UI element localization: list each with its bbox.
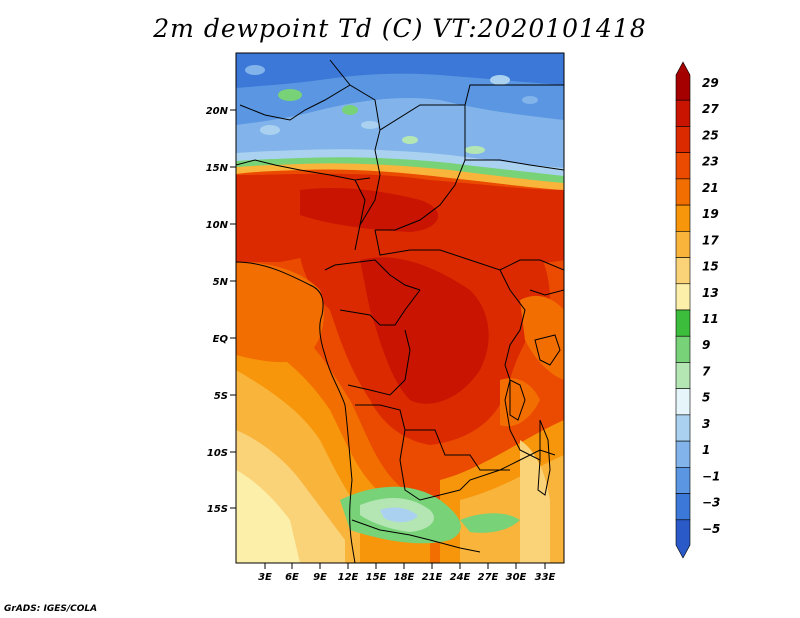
lon-tick-label: 12E	[338, 572, 359, 583]
colorbar-label: 19	[702, 207, 719, 221]
lat-tick-label: 15N	[206, 163, 229, 174]
map-frame	[235, 52, 565, 564]
colorbar-swatch	[675, 414, 691, 442]
colorbar-label: 15	[702, 260, 719, 274]
colorbar-label: 7	[702, 364, 711, 378]
colorbar-label: 17	[702, 233, 719, 247]
lat-tick-label: 5N	[213, 277, 229, 288]
colorbar-swatch	[675, 362, 691, 389]
colorbar-swatch	[675, 309, 691, 337]
colorbar-swatch	[675, 61, 691, 101]
colorbar-label: 13	[702, 286, 719, 300]
colorbar-label: −5	[702, 522, 720, 536]
dewpoint-field	[236, 53, 564, 563]
colorbar-label: 23	[702, 155, 719, 169]
lat-tick-label: 15S	[207, 504, 228, 515]
lon-tick-label: 6E	[285, 572, 299, 583]
colorbar-swatch	[675, 467, 691, 494]
colorbar-label: 25	[702, 128, 719, 142]
lon-axis: 3E 6E 9E 12E 15E 18E 21E 24E 27E 30E 33E	[258, 563, 556, 583]
colorbar-swatch	[675, 257, 691, 285]
colorbar: 29 27 25 23 21 19 17 15 13 11 9 7 5 3 1 −1 −3 −5	[675, 61, 720, 559]
colorbar-label: −1	[702, 469, 720, 483]
map-title: 2m dewpoint Td (C) VT:2020101418	[153, 14, 647, 43]
grads-credit: GrADS: IGES/COLA	[4, 604, 98, 614]
colorbar-label: 27	[702, 102, 719, 116]
colorbar-swatch	[675, 519, 691, 559]
lat-tick-label: 20N	[206, 106, 229, 117]
lon-tick-label: 24E	[450, 572, 471, 583]
colorbar-swatch	[675, 152, 691, 180]
lon-tick-label: 3E	[258, 572, 272, 583]
colorbar-label: 21	[702, 181, 719, 195]
lon-tick-label: 9E	[313, 572, 327, 583]
colorbar-label: 5	[702, 391, 710, 405]
colorbar-label: −3	[702, 496, 720, 510]
colorbar-swatch	[675, 204, 691, 232]
lat-tick-label: 10N	[206, 220, 229, 231]
lon-tick-label: 15E	[366, 572, 387, 583]
lon-tick-label: 30E	[506, 572, 527, 583]
colorbar-swatch	[675, 335, 691, 363]
colorbar-swatch	[675, 126, 691, 153]
lat-axis: 20N 15N 10N 5N EQ 5S 10S 15S	[206, 106, 236, 515]
colorbar-swatch	[675, 99, 691, 127]
colorbar-label: 9	[702, 338, 710, 352]
colorbar-swatch	[675, 283, 691, 311]
colorbar-swatch	[675, 493, 691, 521]
lat-tick-label: 5S	[214, 391, 228, 402]
colorbar-swatch	[675, 440, 691, 468]
colorbar-label: 1	[702, 443, 710, 457]
colorbar-swatch	[675, 388, 691, 416]
colorbar-swatch	[675, 231, 691, 258]
lon-tick-label: 33E	[535, 572, 556, 583]
country-borders	[236, 59, 564, 563]
lon-tick-label: 18E	[394, 572, 415, 583]
colorbar-label: 29	[702, 76, 719, 90]
lon-tick-label: 21E	[422, 572, 443, 583]
lat-tick-label: 10S	[207, 448, 228, 459]
colorbar-swatch	[675, 178, 691, 206]
lat-tick-label: EQ	[213, 334, 229, 345]
colorbar-label: 3	[702, 417, 710, 431]
colorbar-label: 11	[702, 312, 719, 326]
lon-tick-label: 27E	[478, 572, 499, 583]
